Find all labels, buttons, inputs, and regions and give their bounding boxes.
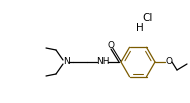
Text: O: O xyxy=(165,57,173,67)
Text: O: O xyxy=(108,40,115,50)
Text: N: N xyxy=(63,57,69,67)
Text: Cl: Cl xyxy=(143,13,153,23)
Text: H: H xyxy=(136,23,144,33)
Text: NH: NH xyxy=(96,57,110,67)
